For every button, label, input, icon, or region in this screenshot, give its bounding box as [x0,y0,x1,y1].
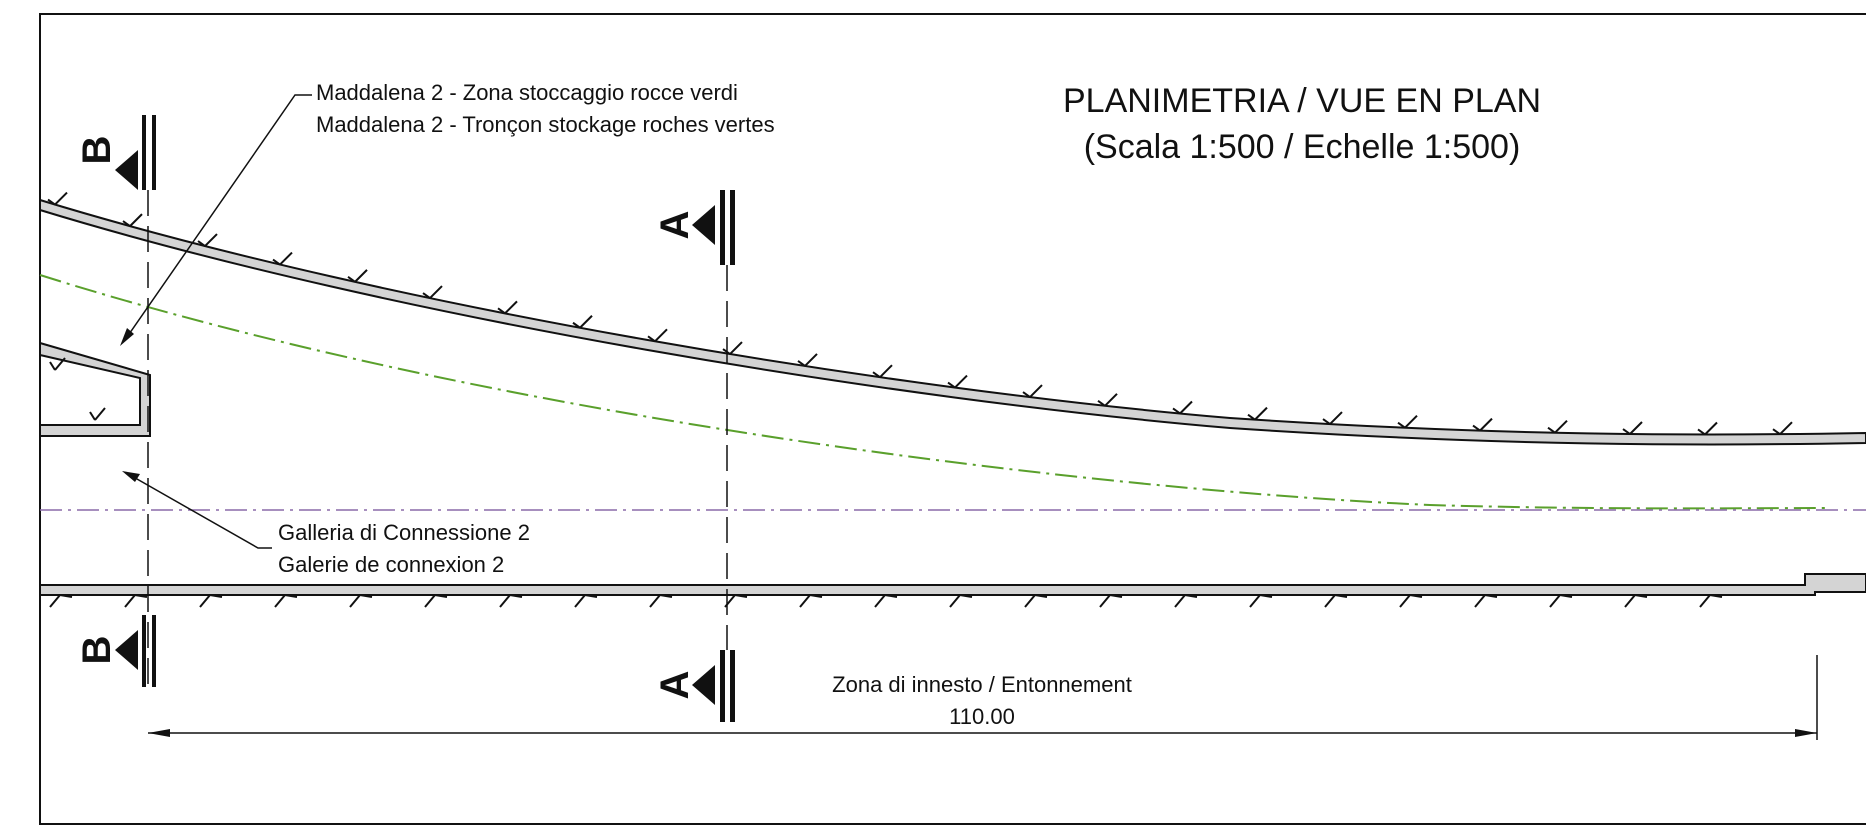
wall-hatch-tick [1097,393,1118,407]
wall-hatch-tick [274,594,298,608]
drawing-frame [39,13,1866,825]
gallery-leader-arrow [122,471,140,482]
lower-tunnel-wall [39,573,1866,596]
dimension-value: 110.00 [949,704,1015,729]
section-b-bottom-label: B [75,636,119,665]
wall-hatch-tick [797,353,818,367]
wall-hatch-tick [724,594,748,608]
wall-hatch-tick [1099,594,1123,608]
plan-scale: (Scala 1:500 / Echelle 1:500) [1084,128,1521,166]
section-marker-b-bottom: B [75,615,156,687]
wall-hatch-tick [1699,594,1723,608]
wall-hatch-tick [1547,420,1568,434]
wall-hatch-tick [949,594,973,608]
gallery-label-it: Galleria di Connessione 2 [278,520,530,545]
wall-hatch-tick [872,364,893,378]
wall-hatch-tick [1022,384,1043,398]
wall-hatch-tick [574,594,598,608]
wall-hatch-tick [1622,421,1643,435]
storage-leader-arrow [120,328,134,346]
wall-hatch-tick [1174,594,1198,608]
wall-hatch-tick [647,328,668,343]
wall-hatch-tick [197,233,218,247]
wall-hatch-tick [1397,415,1418,429]
upper-tunnel-wall [39,198,1866,446]
lower-wall-hatch [49,594,1723,608]
zone-label: Zona di innesto / Entonnement [832,672,1132,697]
wall-hatch-tick [124,594,148,608]
section-marker-a-top: A [653,190,735,265]
wall-hatch-tick [1697,421,1718,436]
wall-hatch-tick [1024,594,1048,608]
wall-hatch-tick [1549,594,1573,608]
wall-hatch-tick [272,251,293,266]
wall-hatch-tick [199,594,223,608]
wall-hatch-tick [1474,594,1498,608]
wall-hatch-tick [499,594,523,608]
wall-hatch-tick [497,300,518,315]
wall-hatch-tick [1399,594,1423,608]
plan-title: PLANIMETRIA / VUE EN PLAN [1063,82,1541,120]
wall-hatch-tick [424,594,448,608]
section-b-top-label: B [75,136,119,165]
section-a-top-label: A [653,211,697,240]
section-marker-b-top: B [75,115,156,190]
wall-hatch-tick [349,594,373,608]
storage-zone-label-it: Maddalena 2 - Zona stoccaggio rocce verd… [316,80,738,105]
wall-hatch-tick [572,315,593,329]
alignment-line [39,274,1831,510]
wall-hatch-tick [649,594,673,608]
gallery-wall-stub [39,341,151,437]
wall-hatch-tick [1324,594,1348,608]
gallery-leader-line [129,474,272,549]
dimension-110 [148,655,1818,740]
wall-hatch-tick [347,269,368,283]
wall-hatch-tick [47,191,68,206]
wall-hatch-tick [1772,421,1793,435]
gallery-label-fr: Galerie de connexion 2 [278,552,504,577]
wall-hatch-tick [722,341,743,355]
wall-hatch-tick [947,374,968,389]
wall-hatch-tick [1322,411,1343,425]
wall-hatch-tick [799,594,823,608]
gallery-wall-stub-hatch [49,357,106,421]
upper-wall-hatch [47,191,1793,436]
wall-hatch-tick [1249,594,1273,608]
wall-hatch-tick [874,594,898,608]
wall-hatch-tick [49,594,73,608]
section-a-bottom-label: A [653,671,697,700]
wall-hatch-tick [1624,594,1648,608]
wall-hatch-tick [1172,400,1193,415]
wall-hatch-tick [422,285,443,299]
storage-leader-line [124,94,312,341]
wall-hatch-tick [1247,406,1268,421]
wall-hatch-tick [122,213,143,227]
section-marker-a-bottom: A [653,650,735,722]
storage-zone-label-fr: Maddalena 2 - Tronçon stockage roches ve… [316,112,775,137]
wall-hatch-tick [1472,417,1493,432]
